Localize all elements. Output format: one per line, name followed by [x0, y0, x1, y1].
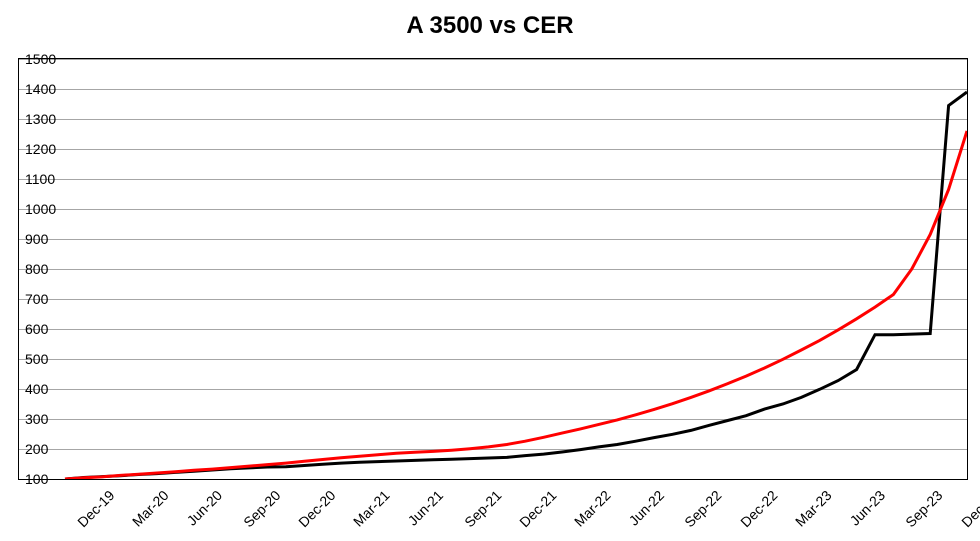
plot-area: 1002003004005006007008009001000110012001…	[18, 58, 968, 480]
x-axis-label: Mar-21	[350, 487, 393, 530]
x-axis-label: Jun-22	[626, 487, 668, 529]
x-axis-label: Sep-23	[903, 487, 946, 530]
x-axis-label: Sep-21	[461, 487, 504, 530]
x-axis-label: Mar-20	[129, 487, 172, 530]
x-axis-label: Dec-21	[516, 487, 559, 530]
x-axis-label: Jun-20	[184, 487, 226, 529]
x-axis-label: Sep-22	[682, 487, 725, 530]
x-axis-label: Mar-23	[792, 487, 835, 530]
x-axis-label: Dec-20	[295, 487, 338, 530]
x-axis-label: Dec-22	[737, 487, 780, 530]
x-axis-label: Mar-22	[571, 487, 614, 530]
x-axis-label: Sep-20	[240, 487, 283, 530]
series-a-3500	[65, 92, 967, 479]
chart-container: A 3500 vs CER 10020030040050060070080090…	[0, 0, 980, 541]
x-axis-label: Dec-23	[958, 487, 980, 530]
series-cer	[65, 131, 967, 479]
x-axis-label: Jun-21	[405, 487, 447, 529]
x-axis-label: Dec-19	[74, 487, 117, 530]
series-layer	[19, 59, 967, 479]
x-axis-label: Jun-23	[847, 487, 889, 529]
chart-title: A 3500 vs CER	[0, 12, 980, 40]
